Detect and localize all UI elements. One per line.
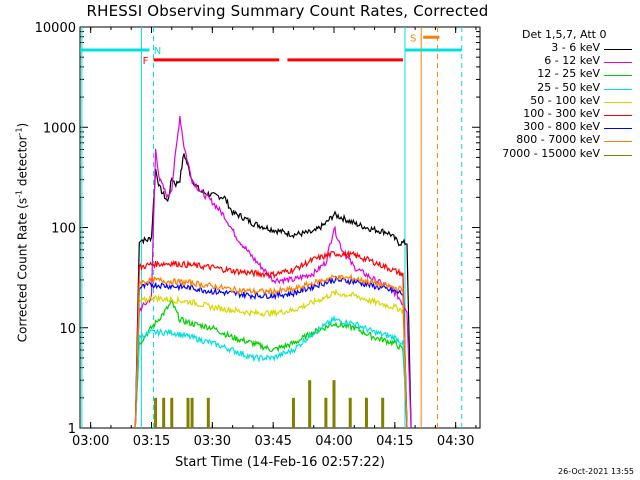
y-tick-label: 10 — [59, 322, 76, 337]
series-50-100kev-line — [134, 288, 408, 429]
legend-item-label: 6 - 12 keV — [544, 54, 600, 68]
legend-title: Det 1,5,7, Att 0 — [522, 28, 607, 41]
legend-item-label: 300 - 800 keV — [523, 120, 600, 134]
x-tick-label: 03:15 — [133, 434, 170, 449]
legend-item-label: 100 - 300 keV — [523, 107, 600, 120]
y-tick-label: 1000 — [43, 121, 76, 136]
x-tick-label: 04:15 — [376, 434, 413, 449]
legend-item-swatch — [604, 88, 632, 90]
y-tick-label: 1 — [68, 422, 76, 437]
legend-item-swatch — [604, 115, 632, 116]
flag-label: S — [410, 33, 416, 44]
series-3-6kev-line — [134, 153, 412, 429]
flag-label: F — [143, 56, 149, 67]
series-25-50kev-line — [134, 314, 408, 429]
legend-item-swatch — [604, 154, 632, 156]
legend-item-label: 3 - 6 keV — [551, 41, 600, 54]
x-tick-label: 03:45 — [254, 434, 291, 449]
legend-item-label: 25 - 50 keV — [537, 80, 600, 94]
x-axis-label: Start Time (14-Feb-16 02:57:22) — [175, 455, 385, 470]
legend-item-swatch — [604, 49, 632, 50]
legend-item-label: 50 - 100 keV — [530, 93, 600, 107]
legend-item-label: 800 - 7000 keV — [516, 133, 600, 147]
series-6-12kev-line — [134, 116, 412, 429]
flag-label: N — [154, 46, 161, 57]
legend-item-swatch — [604, 62, 632, 64]
legend-item-swatch — [604, 75, 632, 77]
series-800-7000kev-line — [134, 273, 408, 429]
x-tick-label: 03:00 — [72, 434, 109, 449]
legend-item-swatch — [604, 128, 632, 130]
legend-item-label: 7000 - 15000 keV — [502, 146, 600, 160]
y-axis-label: Corrected Count Rate (s-1 detector-1) — [14, 122, 30, 343]
legend-item-label: 12 - 25 keV — [537, 67, 600, 81]
series-12-25kev-line — [134, 297, 408, 429]
series-300-800kev-line — [134, 275, 408, 429]
series-100-300kev-line — [134, 249, 408, 429]
plot-frame — [79, 26, 481, 429]
generated-timestamp: 26-Oct-2021 13:55 — [558, 467, 634, 476]
chart-title: RHESSI Observing Summary Count Rates, Co… — [86, 2, 489, 20]
x-tick-label: 04:00 — [315, 434, 352, 449]
legend-item-swatch — [604, 141, 632, 143]
y-tick-label: 10000 — [35, 21, 76, 36]
x-tick-label: 04:30 — [437, 434, 474, 449]
x-tick-label: 03:30 — [194, 434, 231, 449]
y-tick-label: 100 — [51, 222, 76, 237]
legend-item-swatch — [604, 101, 632, 103]
